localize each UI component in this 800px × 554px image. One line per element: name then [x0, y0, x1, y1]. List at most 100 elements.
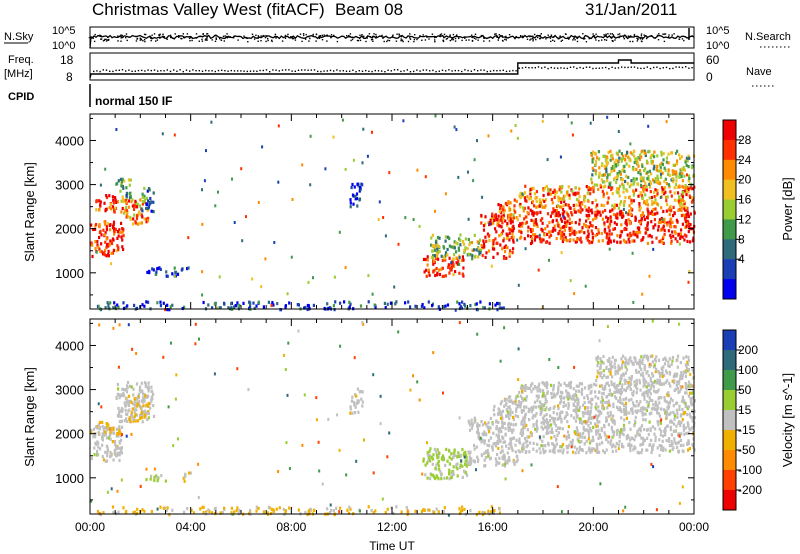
- scatter-cell: [656, 174, 659, 178]
- scatter-cell: [596, 210, 599, 214]
- scatter-cell: [326, 302, 329, 306]
- scatter-cell: [585, 219, 588, 223]
- nave-point: [182, 70, 184, 73]
- scatter-cell: [116, 200, 119, 204]
- scatter-cell: [611, 420, 615, 424]
- scatter-cell: [691, 367, 694, 371]
- scatter-cell: [431, 457, 435, 461]
- scatter-cell: [654, 359, 658, 363]
- scatter-cell: [498, 224, 501, 228]
- scatter-cell: [576, 401, 579, 406]
- scatter-cell: [625, 162, 628, 166]
- scatter-cell: [553, 421, 556, 426]
- scatter-cell: [633, 384, 636, 388]
- nsearch-point: [582, 33, 584, 35]
- scatter-cell: [574, 240, 577, 244]
- scatter-cell: [523, 388, 527, 392]
- scatter-cell: [513, 208, 516, 212]
- scatter-cell: [541, 198, 544, 202]
- scatter-cell: [658, 182, 662, 186]
- scatter-cell: [542, 435, 545, 439]
- scatter-cell: [645, 385, 648, 389]
- nsearch-point: [532, 40, 534, 42]
- scatter-cell: [629, 438, 632, 442]
- nave-point: [419, 70, 421, 72]
- scatter-cell: [481, 423, 485, 427]
- scatter-cell: [374, 509, 377, 513]
- scatter-cell: [626, 386, 629, 390]
- nsearch-point: [303, 34, 305, 37]
- scatter-cell: [540, 411, 543, 415]
- nsearch-point: [637, 38, 639, 40]
- scatter-cell: [681, 449, 684, 453]
- scatter-cell: [150, 200, 153, 204]
- scatter-cell: [678, 153, 681, 157]
- nave-point: [457, 69, 460, 72]
- scatter-cell: [312, 276, 314, 280]
- scatter-cell: [113, 226, 116, 231]
- scatter-cell: [565, 223, 568, 227]
- nsearch-point: [199, 35, 201, 38]
- scatter-cell: [522, 386, 525, 390]
- scatter-cell: [649, 379, 652, 383]
- scatter-cell: [497, 412, 500, 416]
- nsearch-point: [664, 33, 667, 35]
- scatter-cell: [446, 253, 449, 257]
- scatter-cell: [621, 383, 624, 387]
- scatter-cell: [681, 222, 684, 226]
- scatter-cell: [426, 451, 429, 455]
- scatter-cell: [475, 445, 478, 449]
- scatter-cell: [622, 354, 625, 358]
- colorbar-swatch: [723, 199, 736, 220]
- scatter-cell: [545, 400, 548, 404]
- nsearch-point: [547, 34, 549, 36]
- scatter-cell: [673, 412, 676, 416]
- scatter-cell: [151, 267, 154, 271]
- nave-point: [262, 69, 264, 72]
- scatter-cell: [628, 220, 631, 224]
- scatter-cell: [433, 511, 436, 515]
- scatter-cell: [660, 206, 663, 210]
- scatter-cell: [128, 399, 131, 403]
- scatter-cell: [628, 235, 631, 239]
- scatter-cell: [662, 151, 665, 156]
- scatter-cell: [658, 163, 662, 167]
- scatter-cell: [653, 365, 656, 369]
- scatter-cell: [541, 221, 544, 225]
- scatter-cell: [482, 239, 485, 243]
- scatter-cell: [665, 412, 668, 416]
- scatter-cell: [613, 206, 616, 210]
- scatter-cell: [520, 384, 523, 388]
- nsearch-point: [400, 36, 403, 38]
- scatter-cell: [663, 232, 666, 236]
- scatter-cell: [559, 449, 562, 453]
- scatter-cell: [249, 508, 252, 513]
- scatter-cell: [120, 414, 123, 418]
- scatter-cell: [112, 426, 115, 430]
- scatter-cell: [122, 198, 125, 202]
- nave-point: [486, 70, 488, 73]
- scatter-cell: [642, 436, 645, 441]
- scatter-cell: [605, 236, 609, 240]
- scatter-cell: [111, 205, 114, 209]
- nave-point: [569, 66, 572, 68]
- scatter-cell: [679, 443, 682, 448]
- scatter-cell: [378, 200, 381, 204]
- scatter-cell: [591, 435, 594, 439]
- scatter-cell: [622, 203, 626, 207]
- scatter-cell: [526, 435, 529, 439]
- scatter-cell: [508, 416, 511, 420]
- scatter-cell: [643, 200, 646, 204]
- scatter-cell: [597, 361, 600, 365]
- scatter-cell: [508, 458, 511, 463]
- scatter-cell: [510, 236, 513, 240]
- scatter-cell: [433, 254, 436, 258]
- scatter-cell: [465, 455, 468, 459]
- scatter-cell: [598, 410, 602, 414]
- scatter-cell: [461, 505, 464, 509]
- scatter-cell: [255, 509, 258, 513]
- scatter-cell: [497, 427, 500, 431]
- scatter-cell: [624, 405, 628, 409]
- scatter-cell: [611, 449, 614, 454]
- scatter-cell: [129, 178, 132, 182]
